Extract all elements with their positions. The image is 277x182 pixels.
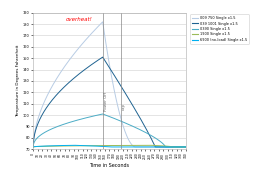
X-axis label: Time in Seconds: Time in Seconds [89, 163, 129, 168]
Text: overheat!: overheat! [66, 17, 93, 22]
Text: cap: cap [122, 102, 125, 110]
Y-axis label: Temperature in Degrees Fahrenheit: Temperature in Degrees Fahrenheit [16, 45, 20, 117]
Legend: 009 750 Single x1.5, 039 1001 Single x1.5, 0390 Single x1.5, 1900 Single x1.5, 6: 009 750 Single x1.5, 039 1001 Single x1.… [190, 15, 249, 43]
Text: Power Off: Power Off [104, 92, 107, 111]
